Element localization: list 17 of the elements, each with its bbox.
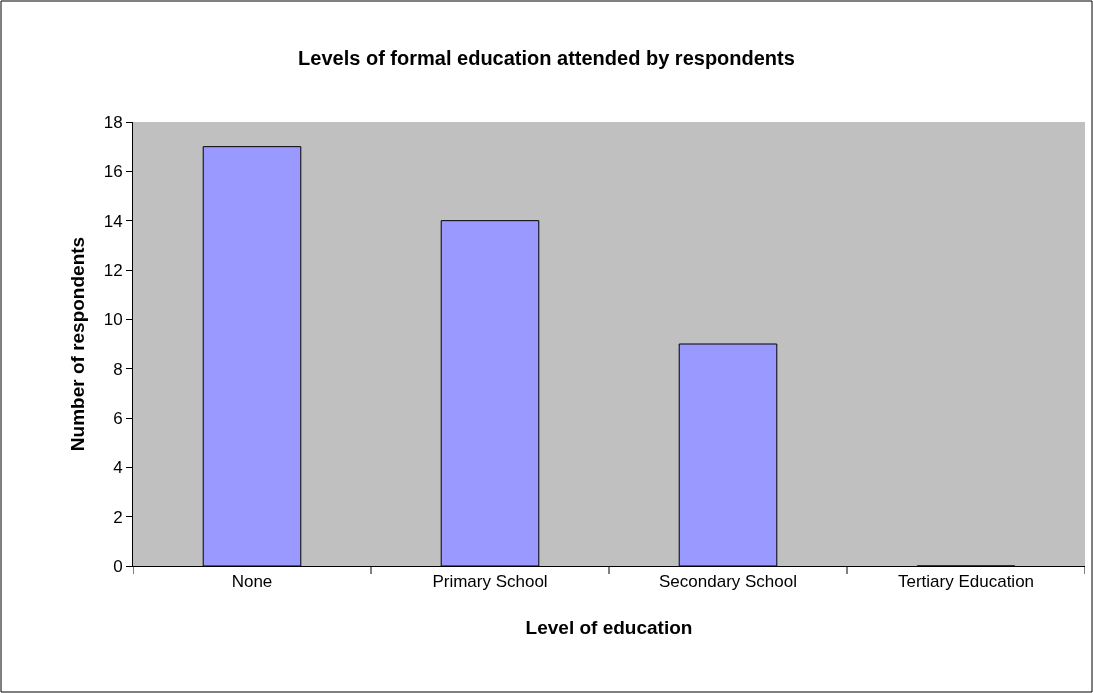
y-tick-label: 6 [113, 408, 123, 428]
x-tick-label: None [231, 572, 273, 592]
y-tick-label: 10 [103, 310, 123, 330]
y-tick-label: 18 [103, 112, 123, 132]
y-tick-label: 16 [103, 162, 123, 182]
x-axis-title: Level of education [525, 617, 693, 639]
y-tick-label: 14 [103, 211, 123, 231]
x-tick-label: Primary School [432, 572, 548, 592]
y-tick-label: 2 [113, 507, 123, 527]
x-tick-label: Secondary School [659, 572, 797, 592]
y-tick-label: 4 [113, 458, 123, 478]
y-tick-label: 0 [113, 556, 123, 576]
x-tick-label: Tertiary Education [897, 572, 1035, 592]
chart-title: Levels of formal education attended by respondents [298, 47, 795, 69]
y-tick-label: 12 [103, 260, 123, 280]
y-tick-label: 8 [113, 359, 123, 379]
y-axis-title: Number of respondents [66, 236, 88, 452]
